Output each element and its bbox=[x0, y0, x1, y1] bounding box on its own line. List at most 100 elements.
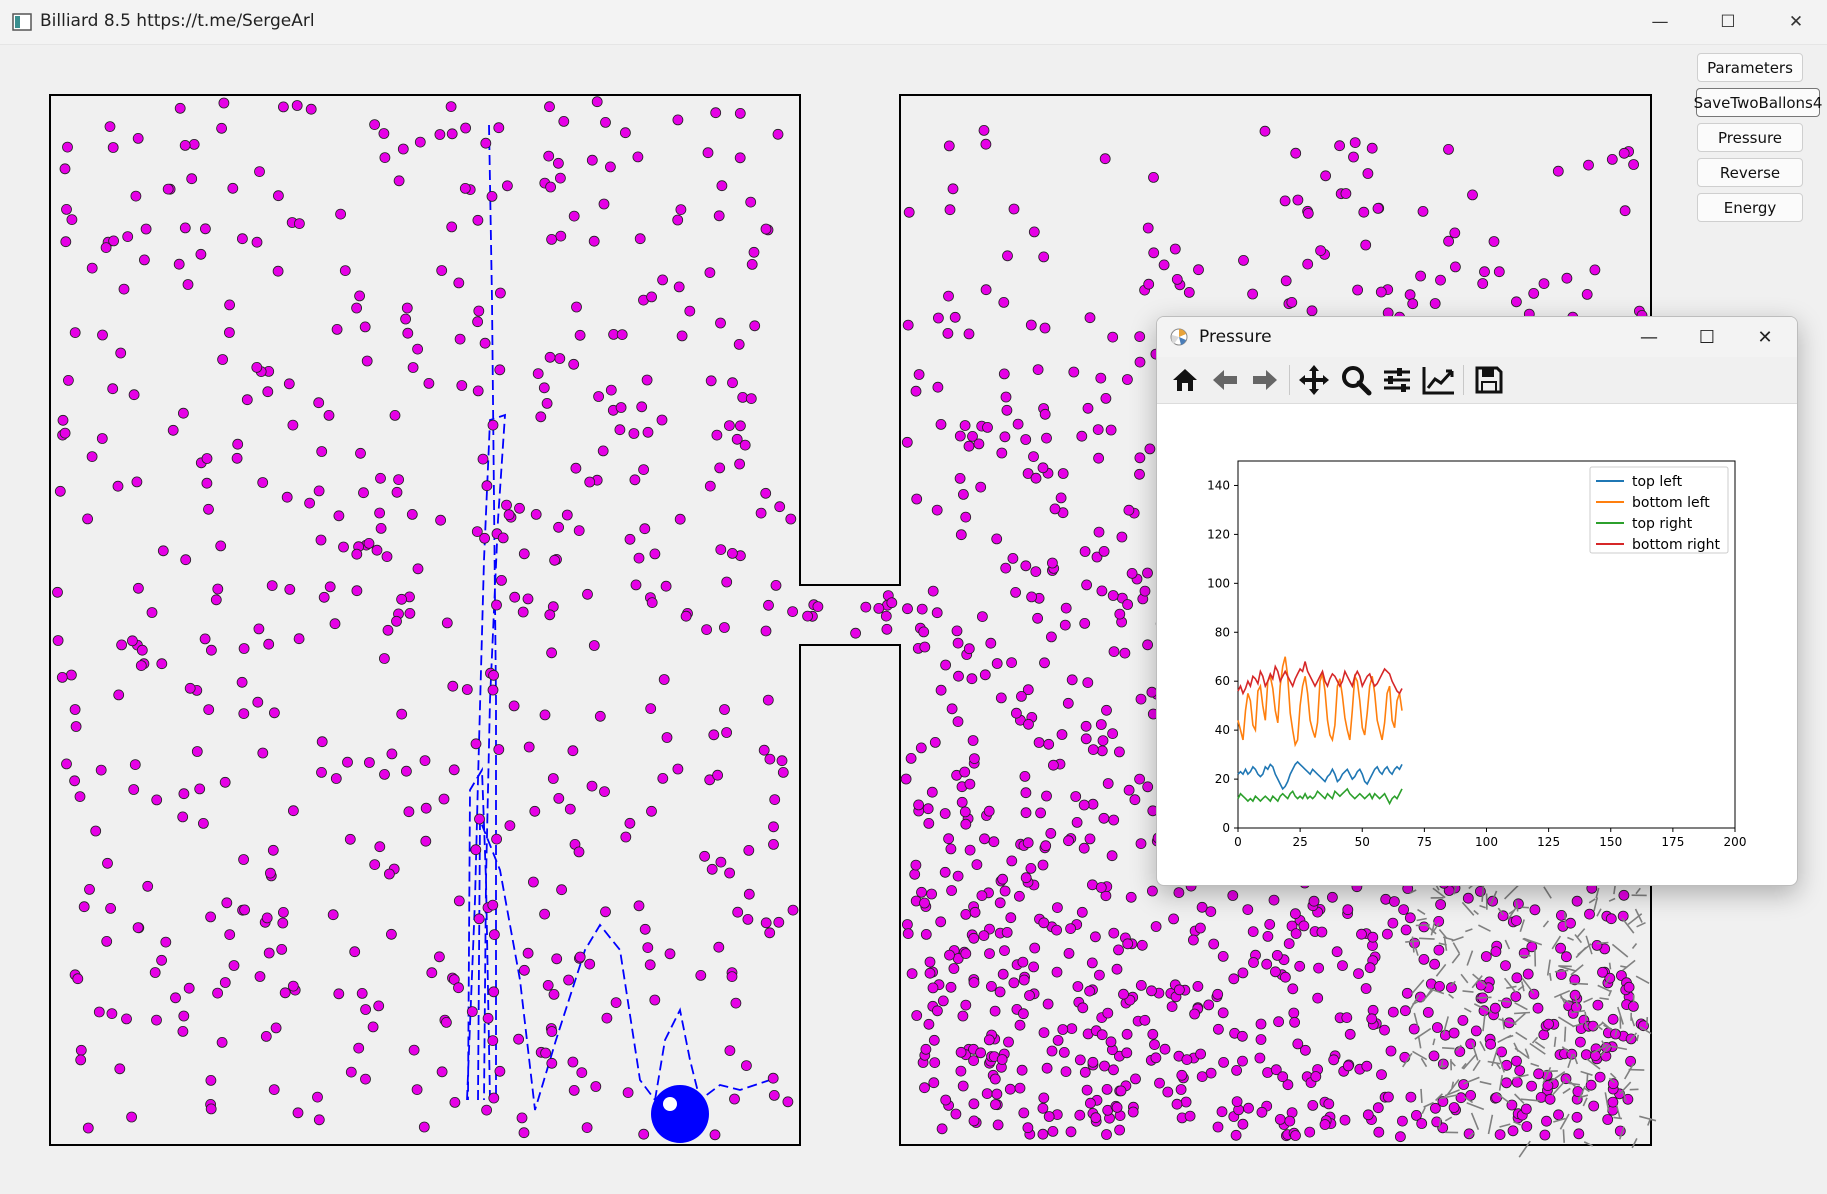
gas-particle bbox=[964, 778, 976, 790]
gas-particle bbox=[561, 509, 573, 521]
maximize-button[interactable]: ☐ bbox=[1720, 12, 1736, 32]
gas-particle bbox=[472, 385, 484, 397]
gas-particle bbox=[1135, 838, 1147, 849]
velocity-vector bbox=[1564, 1076, 1577, 1088]
gas-particle bbox=[373, 1000, 385, 1012]
y-tick-label: 100 bbox=[1207, 576, 1230, 590]
save-icon[interactable] bbox=[1471, 363, 1507, 397]
gas-particle bbox=[624, 817, 636, 829]
gas-particle bbox=[1463, 1128, 1475, 1140]
back-arrow-icon[interactable] bbox=[1207, 363, 1243, 397]
gas-particle bbox=[1379, 1024, 1390, 1036]
gas-particle bbox=[131, 476, 143, 488]
gas-particle bbox=[1298, 920, 1310, 932]
gas-particle bbox=[706, 863, 718, 875]
gas-particle bbox=[704, 774, 716, 786]
gas-particle bbox=[1362, 168, 1374, 179]
home-icon[interactable] bbox=[1167, 363, 1203, 397]
gas-particle bbox=[954, 430, 966, 442]
gas-particle bbox=[1092, 424, 1104, 436]
edit-axis-icon[interactable] bbox=[1421, 363, 1457, 397]
gas-particle bbox=[629, 474, 641, 486]
gas-particle bbox=[121, 1013, 132, 1025]
subplots-config-icon[interactable] bbox=[1379, 363, 1415, 397]
velocity-vector bbox=[1568, 1082, 1581, 1086]
gas-particle bbox=[910, 385, 922, 397]
gas-particle bbox=[911, 1010, 923, 1021]
velocity-vector bbox=[1593, 1022, 1604, 1031]
minimize-button[interactable]: — bbox=[1651, 12, 1669, 32]
gas-particle bbox=[749, 320, 761, 332]
gas-particle bbox=[1057, 468, 1069, 479]
gas-particle bbox=[1237, 967, 1249, 979]
reverse-button[interactable]: Reverse bbox=[1697, 158, 1803, 187]
gas-particle bbox=[1045, 828, 1057, 839]
forward-arrow-icon[interactable] bbox=[1247, 363, 1283, 397]
gas-particle bbox=[402, 327, 414, 339]
gas-particle bbox=[194, 783, 206, 795]
gas-particle bbox=[960, 909, 972, 920]
gas-particle bbox=[1090, 1112, 1102, 1124]
energy-button[interactable]: Energy bbox=[1697, 193, 1803, 222]
gas-particle bbox=[333, 510, 345, 522]
gas-particle bbox=[345, 1066, 357, 1078]
zoom-icon[interactable] bbox=[1338, 363, 1374, 397]
gas-particle bbox=[1408, 1023, 1420, 1035]
big-ball-trajectory bbox=[466, 124, 771, 1111]
y-tick-label: 20 bbox=[1215, 772, 1230, 786]
gas-particle bbox=[440, 1017, 452, 1028]
velocity-vector bbox=[1613, 1116, 1623, 1120]
gas-particle bbox=[591, 96, 603, 108]
gas-particle bbox=[1433, 916, 1445, 927]
gas-particle bbox=[1541, 1115, 1552, 1127]
gas-particle bbox=[407, 362, 419, 373]
gas-particle bbox=[730, 997, 742, 1009]
velocity-vector bbox=[1631, 943, 1638, 949]
velocity-vector bbox=[1604, 976, 1611, 986]
gas-particle bbox=[770, 580, 782, 591]
gas-particle bbox=[1279, 195, 1291, 207]
gas-particle bbox=[942, 327, 954, 339]
gas-particle bbox=[959, 766, 971, 778]
popup-minimize-button[interactable]: — bbox=[1640, 326, 1658, 348]
gas-particle bbox=[472, 316, 484, 328]
gas-particle bbox=[1146, 985, 1157, 997]
gas-particle bbox=[218, 97, 230, 109]
parameters-button[interactable]: Parameters bbox=[1697, 53, 1803, 82]
gas-particle bbox=[1071, 817, 1083, 828]
gas-particle bbox=[1526, 1080, 1537, 1092]
pressure-button[interactable]: Pressure bbox=[1697, 123, 1803, 152]
gas-particle bbox=[459, 182, 471, 194]
gas-particle bbox=[257, 477, 269, 488]
gas-particle bbox=[1196, 1071, 1208, 1082]
velocity-vector bbox=[1588, 898, 1596, 904]
velocity-vector bbox=[1608, 1077, 1616, 1084]
gas-particle bbox=[82, 513, 93, 525]
close-button[interactable]: ✕ bbox=[1788, 12, 1804, 32]
gas-particle bbox=[860, 601, 872, 613]
gas-particle bbox=[1491, 1092, 1502, 1103]
gas-particle bbox=[177, 407, 189, 419]
pan-icon[interactable] bbox=[1296, 363, 1332, 397]
gas-particle bbox=[1040, 840, 1052, 852]
gas-particle bbox=[253, 623, 265, 635]
gas-particle bbox=[1375, 286, 1387, 298]
gas-particle bbox=[1588, 1100, 1600, 1112]
popup-maximize-button[interactable]: ☐ bbox=[1698, 326, 1716, 348]
gas-particle bbox=[445, 101, 457, 112]
gas-particle bbox=[975, 1047, 986, 1059]
save-two-ballons-button[interactable]: SaveTwoBallons4 bbox=[1694, 88, 1822, 117]
gas-particle bbox=[944, 949, 955, 961]
pressure-window-titlebar: Pressure — ☐ ✕ bbox=[1157, 317, 1797, 357]
gas-particle bbox=[620, 127, 631, 139]
gas-particle bbox=[1006, 657, 1017, 668]
gas-particle bbox=[140, 223, 152, 235]
velocity-vector bbox=[1583, 1141, 1594, 1147]
velocity-vector bbox=[1608, 989, 1613, 997]
gas-particle bbox=[927, 982, 939, 994]
gas-particle bbox=[1082, 677, 1094, 688]
window-title: Billiard 8.5 https://t.me/SergeArl bbox=[40, 11, 315, 31]
popup-close-button[interactable]: ✕ bbox=[1757, 326, 1773, 348]
gas-particle bbox=[453, 277, 465, 289]
gas-particle bbox=[52, 586, 63, 598]
